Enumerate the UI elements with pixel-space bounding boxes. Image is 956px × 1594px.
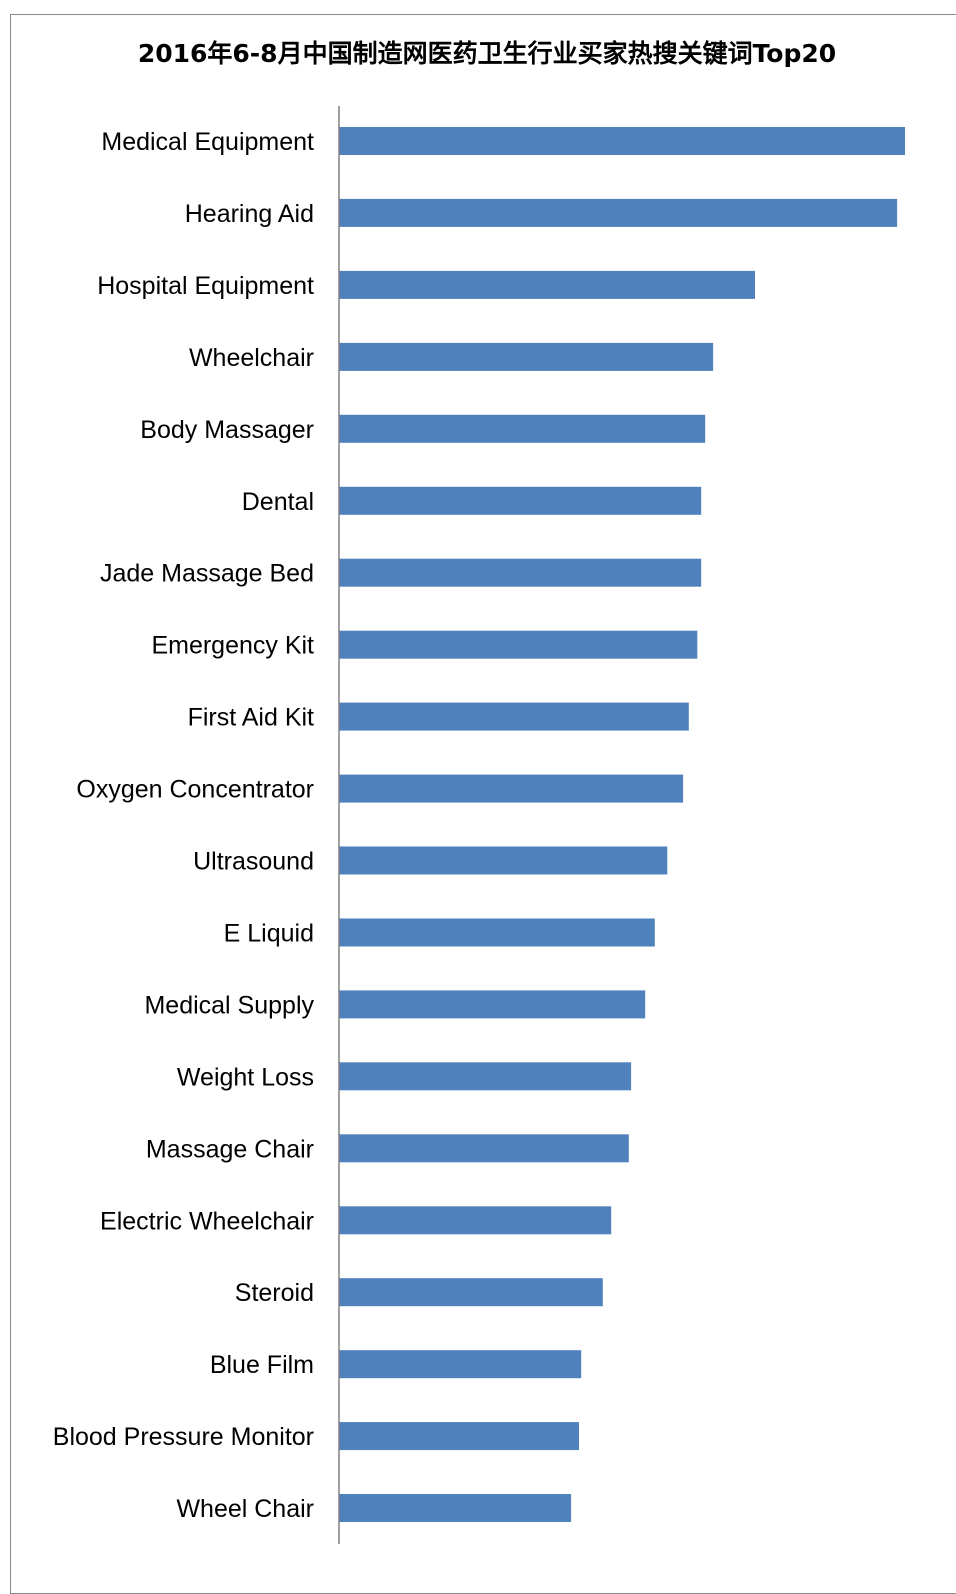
category-label: Emergency Kit <box>151 632 314 660</box>
category-label: Jade Massage Bed <box>100 560 314 588</box>
bar-first-aid-kit <box>339 702 689 731</box>
bar-medical-equipment <box>339 127 905 155</box>
bar-emergency-kit <box>339 630 698 659</box>
category-label: Wheel Chair <box>176 1495 314 1523</box>
bar-hospital-equipment <box>339 270 755 299</box>
bar-blood-pressure-monitor <box>339 1422 579 1451</box>
category-label: Weight Loss <box>177 1063 314 1091</box>
category-label: E Liquid <box>224 920 314 948</box>
category-label: Medical Supply <box>144 991 314 1019</box>
bar-e-liquid <box>339 918 655 947</box>
category-label: First Aid Kit <box>188 704 314 732</box>
category-label: Body Massager <box>140 416 314 444</box>
category-label: Dental <box>242 488 314 516</box>
category-label: Hearing Aid <box>185 200 314 228</box>
category-label: Blue Film <box>210 1351 314 1379</box>
category-label: Wheelchair <box>189 344 314 372</box>
category-label: Ultrasound <box>193 848 314 876</box>
category-label: Electric Wheelchair <box>100 1207 314 1235</box>
bar-jade-massage-bed <box>339 558 702 587</box>
bar-electric-wheelchair <box>339 1206 612 1235</box>
bar-steroid <box>339 1278 603 1307</box>
category-label: Blood Pressure Monitor <box>53 1423 314 1451</box>
category-label: Medical Equipment <box>101 128 314 156</box>
bar-dental <box>339 486 702 515</box>
bar-blue-film <box>339 1350 582 1379</box>
bar-wheelchair <box>339 342 714 371</box>
bar-oxygen-concentrator <box>339 774 684 803</box>
category-label: Oxygen Concentrator <box>76 776 314 804</box>
category-label: Massage Chair <box>146 1135 314 1163</box>
bar-massage-chair <box>339 1134 629 1163</box>
chart-title: 2016年6-8月中国制造网医药卫生行业买家热搜关键词Top20 <box>137 39 837 68</box>
category-label: Hospital Equipment <box>97 272 314 300</box>
bar-ultrasound <box>339 846 668 875</box>
bar-body-massager <box>339 414 706 443</box>
bar-medical-supply <box>339 990 646 1019</box>
bar-wheel-chair <box>339 1494 572 1522</box>
bar-weight-loss <box>339 1062 632 1091</box>
bar-hearing-aid <box>339 198 898 227</box>
category-label: Steroid <box>235 1279 314 1307</box>
